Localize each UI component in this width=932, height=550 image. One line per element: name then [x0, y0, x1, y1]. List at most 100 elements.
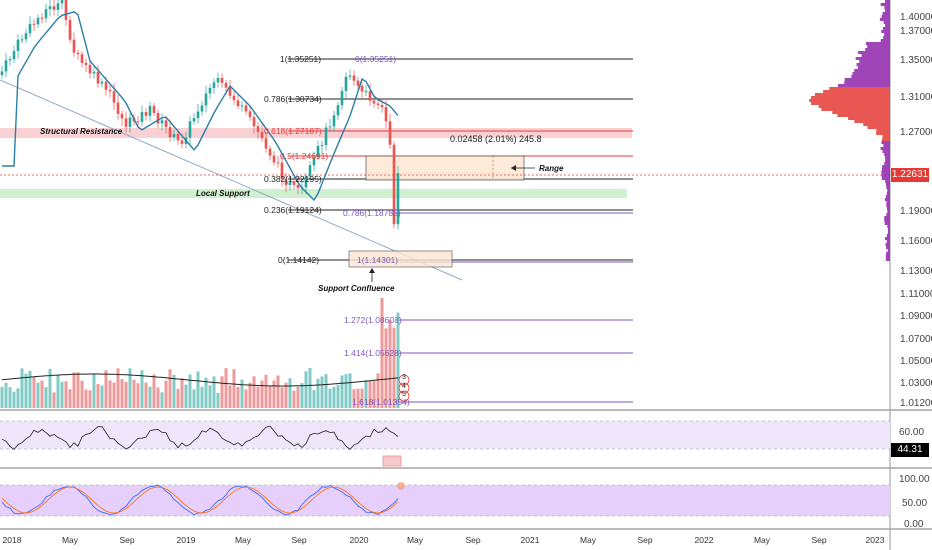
- price-axis[interactable]: 1.40000 1.37000 1.35000 1.31000 1.27000 …: [890, 0, 932, 530]
- support-confluence-box[interactable]: [348, 250, 453, 268]
- fib-extension[interactable]: [395, 212, 633, 403]
- volume-bar: [8, 387, 12, 408]
- wave-label-4: 4: [402, 383, 406, 390]
- volume-profile-bar: [884, 162, 890, 165]
- time-tick: 2018: [2, 535, 22, 545]
- volume-bar: [136, 383, 140, 408]
- volume-profile-bar: [881, 171, 890, 174]
- volume-profile-bar: [838, 84, 890, 87]
- price-tick: 1.40000: [900, 12, 932, 23]
- candle-body: [320, 145, 324, 147]
- rsi-value-tag: 44.31: [891, 443, 929, 457]
- volume-bar: [236, 386, 240, 408]
- fib-retracement[interactable]: [288, 58, 633, 261]
- volume-bar: [216, 392, 220, 408]
- candle-body: [28, 23, 32, 34]
- candle-body: [0, 71, 4, 75]
- volume-bar: [180, 378, 184, 408]
- candle-body: [120, 113, 124, 119]
- candle-body: [84, 62, 88, 65]
- candle-body: [240, 105, 244, 107]
- time-tick: 2020: [349, 535, 369, 545]
- fib-ext-level-0: 0(1.35251): [355, 54, 397, 64]
- volume-bar: [228, 385, 232, 408]
- volume-bar: [348, 373, 352, 408]
- fib-level-0: 0(1.14142): [278, 255, 320, 265]
- candle-body: [260, 131, 264, 139]
- volume-bar: [172, 374, 176, 408]
- volume-bar: [288, 378, 292, 408]
- volume-profile-bar: [885, 183, 890, 186]
- volume-profile-bar: [881, 30, 890, 33]
- volume-bar: [372, 380, 376, 408]
- volume-profile-bar: [858, 51, 890, 54]
- volume-profile-bar: [886, 213, 890, 216]
- volume-bar: [20, 368, 24, 408]
- volume-bar: [396, 312, 400, 408]
- stoch-band: [0, 485, 890, 516]
- time-tick: May: [61, 535, 79, 545]
- volume-bar: [340, 375, 344, 408]
- volume-bar: [104, 370, 108, 408]
- fib-ext-level-1272: 1.272(1.08603): [344, 315, 402, 325]
- volume-bar: [96, 384, 100, 408]
- candle-body: [144, 112, 148, 116]
- candle-body: [280, 162, 284, 180]
- wave-label-3: 3: [402, 374, 406, 381]
- trendline[interactable]: [0, 79, 463, 281]
- volume-profile-bar: [886, 234, 890, 237]
- volume-bar: [32, 376, 36, 408]
- volume-bar: [152, 374, 156, 408]
- volume-bar: [148, 386, 152, 408]
- range-box[interactable]: [365, 155, 525, 181]
- volume-profile-bar: [885, 9, 890, 12]
- candle-body: [312, 157, 316, 166]
- volume-profile-bar: [884, 222, 890, 225]
- time-tick: Sep: [637, 535, 653, 545]
- volume-profile-bar: [887, 225, 890, 228]
- candle-body: [128, 117, 132, 127]
- volume-bar: [16, 388, 20, 408]
- candlesticks[interactable]: [0, 0, 400, 230]
- volume-profile-bar: [818, 105, 890, 108]
- volume-bar: [268, 385, 272, 408]
- volume-profile-bar: [885, 159, 890, 162]
- candle-body: [96, 71, 100, 84]
- volume-bar: [0, 386, 4, 408]
- volume-bar: [120, 379, 124, 408]
- candle-body: [104, 81, 108, 90]
- time-axis[interactable]: 2018 May Sep 2019 May Sep 2020 May Sep 2…: [0, 530, 890, 550]
- volume-bar: [384, 328, 388, 408]
- time-tick: May: [753, 535, 771, 545]
- volume-profile-bar: [886, 240, 890, 243]
- candle-body: [284, 179, 288, 186]
- candle-body: [332, 115, 336, 127]
- fib-level-0618: 0.618(1.27187): [264, 126, 322, 136]
- volume-profile-bar: [844, 78, 890, 81]
- price-tick: 1.01200: [900, 398, 932, 409]
- candle-body: [268, 148, 272, 156]
- wave-label-5: 5: [402, 391, 406, 398]
- candle-body: [380, 104, 384, 107]
- candle-body: [200, 105, 204, 112]
- volume-bar: [76, 372, 80, 408]
- candle-body: [236, 100, 240, 107]
- candle-body: [16, 39, 20, 52]
- volume-bar: [160, 392, 164, 408]
- candle-body: [12, 51, 16, 60]
- time-tick: 2019: [176, 535, 196, 545]
- local-support-zone: [0, 189, 627, 198]
- volume-bar: [176, 389, 180, 408]
- volume-profile-bar: [881, 141, 890, 144]
- volume-profile-bar: [882, 165, 890, 168]
- volume-profile-bar: [886, 186, 890, 189]
- volume-bar: [168, 369, 172, 408]
- candle-body: [316, 145, 320, 158]
- volume-profile-bar: [885, 195, 890, 198]
- volume-bar: [328, 388, 332, 408]
- candle-body: [32, 23, 36, 25]
- price-tick: 1.27000: [900, 127, 932, 138]
- volume-profile-bar: [887, 231, 890, 234]
- candle-body: [48, 6, 52, 10]
